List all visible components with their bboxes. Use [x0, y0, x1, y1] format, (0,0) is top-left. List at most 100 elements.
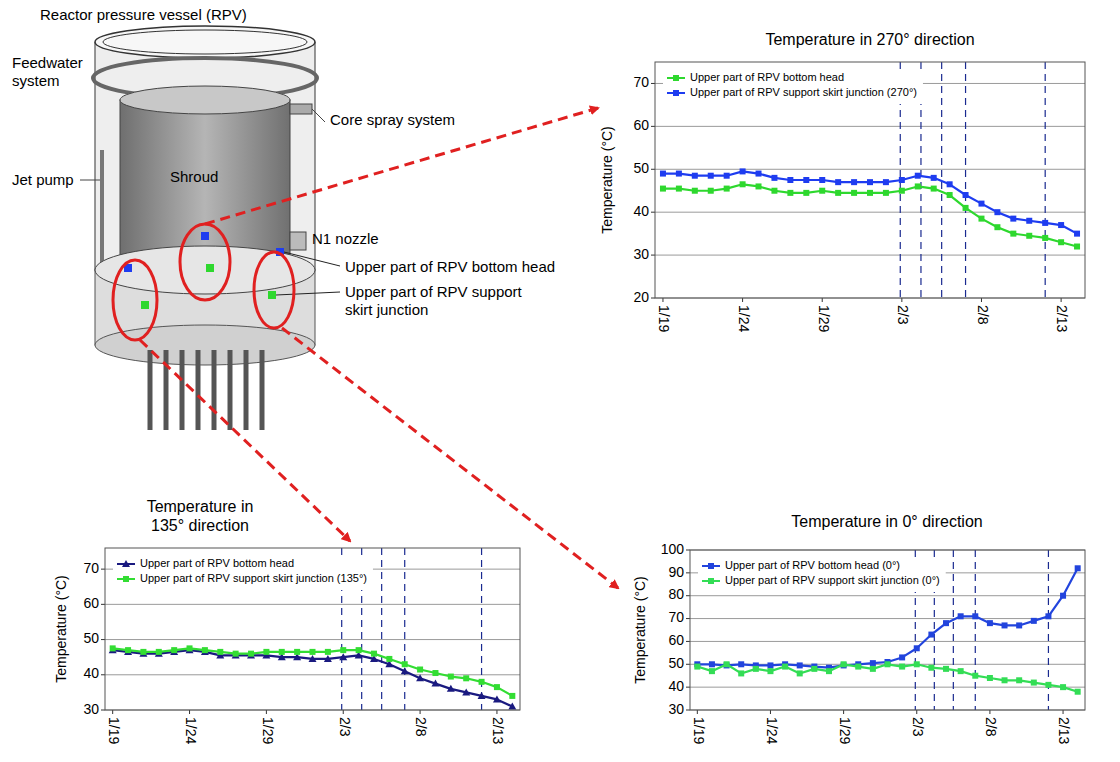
series-point [1060, 684, 1066, 690]
x-tick-label: 2/3 [895, 305, 911, 325]
y-tick [651, 126, 655, 127]
y-tick-label: 40 [633, 203, 649, 219]
y-tick-label: 60 [668, 632, 684, 648]
legend-marker [122, 560, 130, 567]
control-rod-tube [260, 350, 265, 430]
series-point [1031, 618, 1037, 624]
x-tick [981, 298, 982, 302]
control-rod-tube [148, 350, 153, 430]
event-line [953, 550, 954, 710]
text-line: N1 nozzle [312, 230, 379, 247]
control-rod-tube [228, 350, 233, 430]
x-tick-label: 1/24 [764, 717, 780, 744]
series-point [371, 651, 377, 657]
chart: Temperature in 0° direction3040506070809… [632, 513, 1085, 744]
chart-title: Temperature in135° direction [147, 498, 254, 534]
series-point [309, 655, 317, 662]
x-tick [1061, 298, 1062, 302]
series-point [826, 668, 832, 674]
series-point [310, 649, 316, 655]
legend-label: Upper part of RPV bottom head [690, 71, 844, 83]
plot-data [694, 550, 1080, 710]
grid-line [690, 687, 1085, 688]
series-point [756, 171, 762, 177]
y-tick [101, 674, 105, 675]
shroud [120, 100, 290, 265]
series-point [1074, 244, 1080, 250]
text-line: 135° direction [151, 517, 249, 534]
text-line: Temperature in 0° direction [791, 513, 982, 530]
legend-background [113, 556, 373, 590]
series-point [233, 651, 239, 657]
control-rod-tube [244, 350, 249, 430]
legend-background [698, 558, 946, 592]
series-point [928, 665, 934, 671]
y-tick [686, 550, 690, 551]
chart: Temperature in135° direction30405060701/… [53, 498, 520, 744]
series-point [870, 660, 876, 666]
series-point [753, 666, 759, 672]
x-tick [989, 710, 990, 714]
plot-data [660, 62, 1080, 298]
legend-label: Upper part of RPV support skirt junction… [725, 574, 940, 586]
control-rod-tube [180, 350, 185, 430]
series-point [899, 188, 905, 194]
series-point [462, 688, 470, 695]
grid-line [105, 604, 520, 605]
series-point [447, 685, 455, 692]
series-point [402, 661, 408, 667]
series-point [186, 646, 194, 653]
series-point [931, 186, 937, 192]
y-tick [651, 255, 655, 256]
series-point [202, 647, 208, 653]
series-point [709, 661, 715, 667]
core-spray-pipe [290, 104, 312, 114]
series-point [660, 186, 666, 192]
sensor-skirt [206, 264, 214, 272]
series-point [125, 647, 131, 653]
series-point [156, 649, 162, 655]
y-tick [651, 83, 655, 84]
series-line [663, 171, 1077, 233]
series-point [978, 216, 984, 222]
series-point [914, 661, 920, 667]
series-point [724, 186, 730, 192]
x-tick [1063, 710, 1064, 714]
grid-line [690, 618, 1085, 619]
x-tick-label: 1/29 [260, 717, 276, 744]
y-tick-label: 70 [633, 74, 649, 90]
series-point [771, 175, 777, 181]
series-point [756, 183, 762, 189]
legend-background [663, 70, 923, 104]
series-point [899, 654, 905, 660]
series-point [738, 670, 744, 676]
series-point [1026, 218, 1032, 224]
plot-area [690, 550, 1085, 710]
jet-pump [100, 150, 104, 262]
series-point [803, 190, 809, 196]
grid-line [690, 641, 1085, 642]
series-point [448, 674, 454, 680]
text-line: skirt junction [345, 301, 428, 318]
series-point [386, 656, 392, 662]
series-point [931, 175, 937, 181]
series-point [1002, 622, 1008, 628]
x-tick-label: 1/19 [691, 717, 707, 744]
x-tick-label: 2/8 [975, 305, 991, 325]
series-point [972, 673, 978, 679]
y-tick-label: 80 [668, 586, 684, 602]
sensor-skirt [268, 291, 276, 299]
rpv-top-ring [95, 26, 315, 58]
series-point [771, 188, 777, 194]
diagram-label: Reactor pressure vessel (RPV) [40, 6, 247, 23]
series-point [740, 168, 746, 174]
grid-line [690, 595, 1085, 596]
diagram-label: Jet pump [12, 171, 74, 188]
highlight-135 [113, 260, 157, 340]
x-tick-label: 2/13 [490, 717, 506, 744]
x-tick [822, 298, 823, 302]
y-tick-label: 50 [83, 630, 99, 646]
series-point [247, 651, 255, 658]
x-tick [343, 710, 344, 714]
series-point [155, 650, 163, 657]
